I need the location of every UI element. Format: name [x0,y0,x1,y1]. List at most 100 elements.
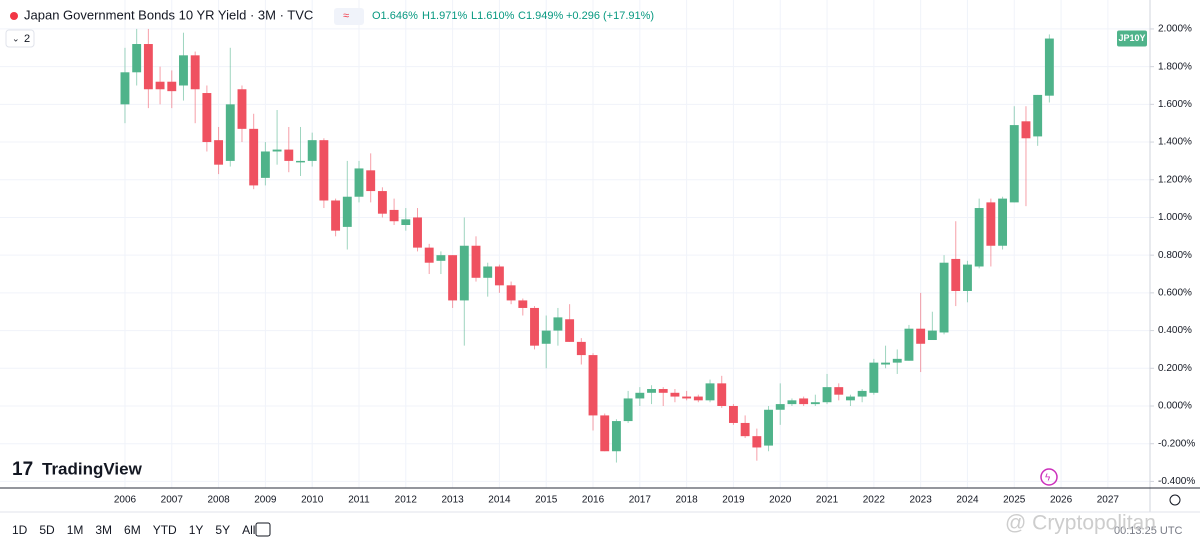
ohlc-open: O1.646% [372,10,418,22]
candle-body [764,409,773,446]
candle-body [331,200,341,231]
range-button[interactable]: 6M [124,523,141,537]
ohlc-high: H1.971% [422,10,467,22]
candle-body [483,266,493,278]
candle-body [518,300,528,308]
candle-body [834,387,844,395]
status-dot [10,12,18,20]
y-tick-label: 1.200% [1158,174,1192,185]
x-tick-label: 2011 [348,495,370,506]
event-icon[interactable] [1040,468,1058,486]
candle-body [1044,38,1054,96]
candle-body [1033,94,1043,137]
ohlc-change: +0.296 (+17.91%) [566,10,654,22]
x-tick-label: 2020 [769,495,792,506]
settings-icon[interactable] [1169,494,1181,506]
candle-body [822,387,832,403]
y-tick-label: -0.200% [1158,438,1195,449]
candle-body [740,422,750,437]
candle-body [1009,125,1019,203]
range-button[interactable]: 1D [12,523,28,537]
candle-body [904,328,914,361]
x-tick-label: 2018 [676,495,699,506]
range-button[interactable]: All [242,523,255,537]
y-tick-label: 0.400% [1158,325,1192,336]
candle-body [565,319,575,342]
x-tick-label: 2009 [254,495,277,506]
candle-body [167,81,177,92]
range-button[interactable]: 5D [39,523,55,537]
range-button[interactable]: 3M [95,523,112,537]
candle-body [658,389,668,393]
candle-body [693,396,703,401]
grid [0,0,1150,488]
candle-body [401,219,411,226]
candle-body [846,396,855,401]
candle-body [155,81,165,90]
candle-body [635,392,645,399]
candle-body [611,421,621,452]
range-button[interactable]: 1M [67,523,84,537]
candle-body [471,245,481,278]
range-button[interactable]: 5Y [215,523,230,537]
x-tick-label: 2027 [1097,495,1120,506]
y-tick-label: 0.600% [1158,288,1192,299]
tv-logo: TradingView [42,459,143,478]
candle-body [892,358,902,363]
candle-body [588,355,598,416]
candle-body [284,149,294,161]
compare-icon: ≈ [343,10,349,22]
candle-body [120,72,130,105]
candle-body [939,262,949,333]
candle-body [389,209,399,222]
x-tick-label: 2026 [1050,495,1073,506]
candle-body [670,392,680,397]
x-tick-label: 2010 [301,495,324,506]
candle-body [413,217,422,248]
x-tick-label: 2014 [488,495,511,506]
y-tick-label: 0.800% [1158,250,1192,261]
candle-body [190,55,200,90]
indicator-toggle[interactable] [5,29,35,48]
event-bolt: ϟ [1045,473,1051,484]
candle-body [179,55,188,86]
candle-body [225,104,235,161]
range-button[interactable]: YTD [153,523,177,537]
candle-body [436,255,446,261]
candle-body [424,247,434,263]
candle-body [728,405,738,423]
candle-body [237,89,247,129]
candle-body [448,255,458,301]
y-tick-label: 1.000% [1158,212,1192,223]
candle-body [202,93,212,143]
x-tick-label: 2006 [114,495,137,506]
candle-body [600,415,610,452]
candle-body [354,168,364,197]
candle-body [1021,121,1031,139]
y-tick-label: 1.600% [1158,99,1192,110]
y-tick-label: 2.000% [1158,24,1192,35]
candle-body [682,396,692,399]
symbol-badge-label: JP10Y [1118,33,1145,43]
candle-body [132,44,142,73]
x-tick-label: 2015 [535,495,558,506]
candle-body [260,151,270,178]
candle-body [974,208,984,267]
candle-body [342,196,352,227]
candle-body [576,341,586,356]
candle-body [927,330,937,341]
range-button[interactable]: 1Y [189,523,204,537]
candle-body [249,128,259,186]
candle-body [986,202,996,246]
candle-body [214,140,224,165]
toolbar: 1D 5D 1M 3M 6M YTD 1Y 5Y All [12,523,255,537]
candle-body [881,362,890,365]
candle-body [553,317,563,331]
compare-button[interactable] [334,8,364,25]
date-range-icon[interactable] [255,522,271,537]
y-tick-label: 0.200% [1158,363,1192,374]
candle-body [799,398,809,405]
candle-body [143,44,153,90]
